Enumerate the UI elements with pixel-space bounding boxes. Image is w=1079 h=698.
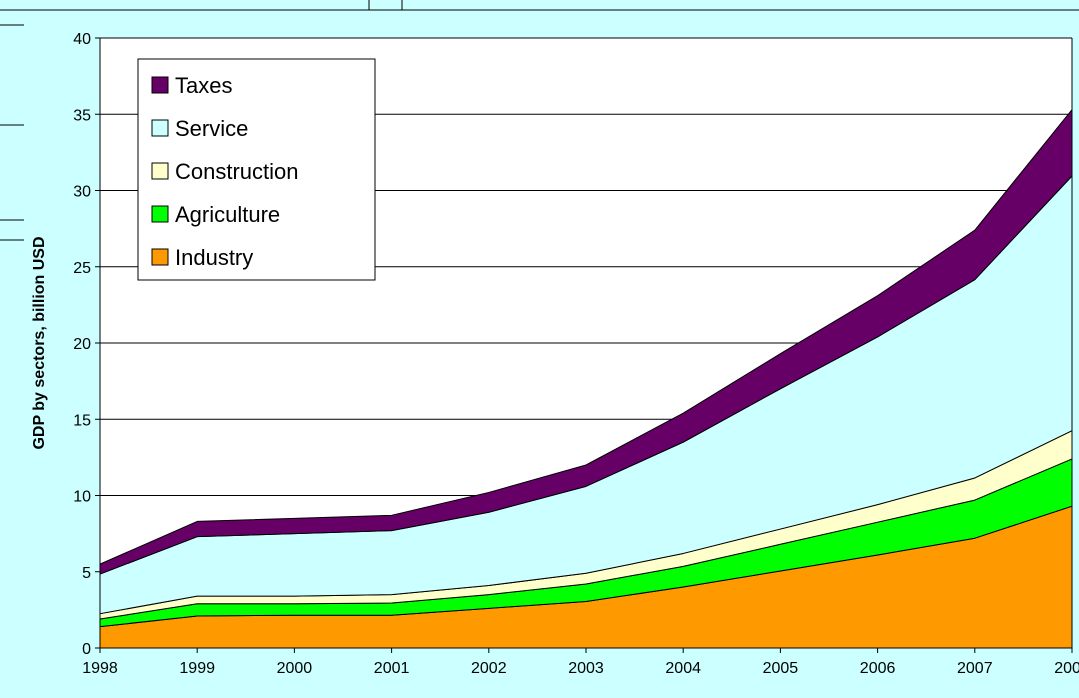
legend-swatch-service [151,119,169,137]
legend-swatch-taxes [151,76,169,94]
background-frame-lines [0,0,1079,241]
y-tick-label: 30 [73,184,91,201]
y-tick-label: 0 [82,641,91,658]
y-tick-label: 25 [73,260,91,277]
legend-swatch-agriculture [151,205,169,223]
legend: Taxes Service Construction Agriculture Indus… [137,58,376,281]
axes [95,37,1073,653]
legend-box [137,58,376,281]
legend-label-service: Service [175,116,248,141]
y-tick-label: 15 [73,412,91,429]
x-tick-label: 2004 [665,660,701,677]
y-tick-label: 20 [73,336,91,353]
legend-swatch-industry [151,248,169,266]
x-tick-label: 1999 [179,660,215,677]
y-tick-labels: 0 5 10 15 20 25 30 35 40 [73,31,91,658]
x-tick-label: 1998 [82,660,118,677]
x-tick-label: 2008 [1054,660,1079,677]
y-axis-label: GDP by sectors, billion USD [31,236,48,449]
legend-label-agriculture: Agriculture [175,202,280,227]
x-tick-labels: 1998 1999 2000 2001 2002 2003 2004 2005 2006 2007… [82,660,1079,677]
x-tick-label: 2005 [763,660,799,677]
x-tick-label: 2007 [957,660,993,677]
y-tick-label: 35 [73,107,91,124]
legend-label-construction: Construction [175,159,299,184]
legend-swatch-construction [151,162,169,180]
x-tick-label: 2002 [471,660,507,677]
x-tick-label: 2006 [860,660,896,677]
legend-label-industry: Industry [175,245,253,270]
y-tick-label: 10 [73,489,91,506]
x-tick-label: 2003 [568,660,604,677]
x-tick-label: 2001 [374,660,410,677]
x-tick-label: 2000 [277,660,313,677]
legend-label-taxes: Taxes [175,73,232,98]
stacked-areas [99,109,1073,649]
y-tick-label: 5 [82,565,91,582]
y-tick-label: 40 [73,31,91,48]
